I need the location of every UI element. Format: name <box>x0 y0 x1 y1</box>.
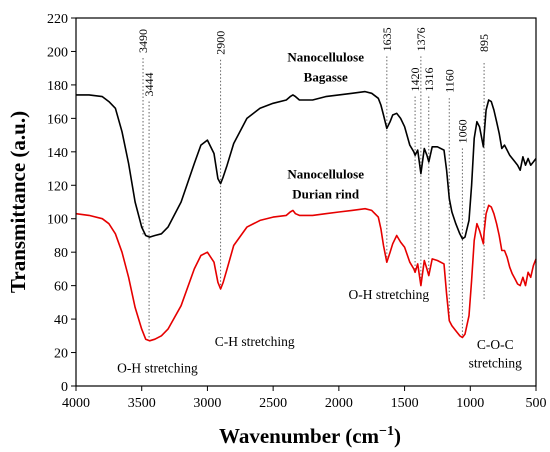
x-axis: 4000 3500 3000 2500 2000 1500 1000 500 <box>62 386 547 411</box>
y-tick-label: 60 <box>54 280 68 295</box>
series-line-1 <box>75 204 537 342</box>
series-layer <box>75 90 537 342</box>
x-tick-label: 4000 <box>62 396 90 411</box>
peak-label-2900: 2900 <box>214 31 228 55</box>
x-tick-label: 500 <box>526 396 547 411</box>
y-tick-label: 200 <box>47 45 68 60</box>
y-tick-label: 0 <box>61 380 68 395</box>
peak-label-1376: 1376 <box>414 27 428 51</box>
series-name-line2: Bagasse <box>304 70 348 85</box>
series-name-line1: Nanocellulose <box>287 49 364 64</box>
y-tick-label: 20 <box>54 347 68 362</box>
peak-label-1316: 1316 <box>422 68 436 92</box>
ref-lines <box>142 56 485 340</box>
peak-label-1060: 1060 <box>455 119 469 143</box>
y-tick-label: 120 <box>47 179 68 194</box>
x-tick-label: 3500 <box>128 396 156 411</box>
peak-labels: 3490 3444 2900 1635 1420 1376 1316 1160 1060 895 <box>136 27 491 143</box>
x-tick-label: 2000 <box>325 396 353 411</box>
series-name-line1: Nanocellulose <box>287 167 364 182</box>
y-tick-label: 100 <box>47 213 68 228</box>
annotations: Nanocellulose Bagasse Nanocellulose Durian … <box>117 49 522 375</box>
y-tick-label: 220 <box>47 12 68 27</box>
series-line-0 <box>76 90 537 240</box>
y-tick-label: 40 <box>54 313 68 328</box>
band-annotation: O-H stretching <box>117 361 198 376</box>
peak-label-895: 895 <box>477 34 491 52</box>
x-tick-label: 3000 <box>193 396 221 411</box>
y-axis: 0 20 40 60 80 100 120 140 160 180 200 220 <box>47 12 76 395</box>
band-annotation: C-H stretching <box>215 334 295 349</box>
x-tick-label: 2500 <box>259 396 287 411</box>
x-tick-label: 1500 <box>391 396 419 411</box>
peak-label-1635: 1635 <box>380 27 394 51</box>
y-tick-label: 180 <box>47 79 68 94</box>
band-annotation: stretching <box>469 356 522 371</box>
x-axis-title: Wavenumber (cm−1) <box>219 424 401 448</box>
band-annotation: C-O-C <box>477 337 514 352</box>
y-axis-title: Transmittance (a.u.) <box>6 111 30 293</box>
plot-frame <box>75 17 537 387</box>
peak-label-1160: 1160 <box>442 69 456 93</box>
peak-label-3490: 3490 <box>136 29 150 53</box>
y-tick-label: 140 <box>47 146 68 161</box>
y-tick-label: 80 <box>54 246 68 261</box>
series-name-line2: Durian rind <box>292 187 360 202</box>
y-tick-label: 160 <box>47 112 68 127</box>
band-annotation: O-H stretching <box>348 287 429 302</box>
peak-label-1420: 1420 <box>408 68 422 92</box>
x-tick-label: 1000 <box>456 396 484 411</box>
peak-label-3444: 3444 <box>142 73 156 97</box>
